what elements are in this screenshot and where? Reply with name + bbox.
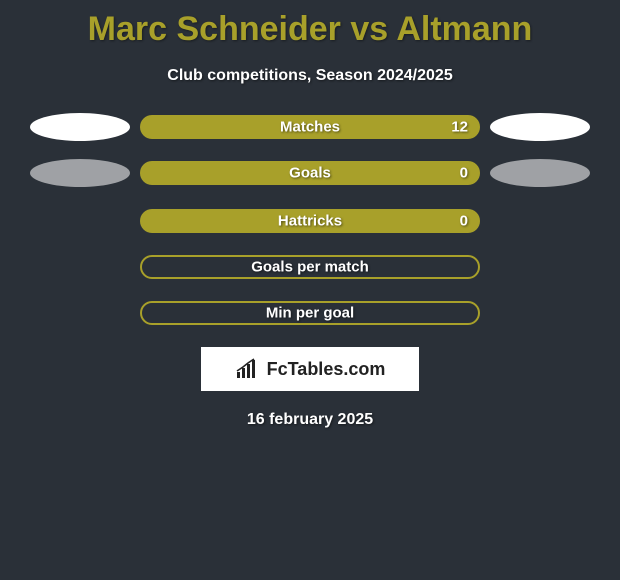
bar-chart-icon <box>235 358 261 380</box>
stat-row-matches: Matches 12 <box>0 113 620 141</box>
right-player-marker <box>490 159 590 187</box>
page-title: Marc Schneider vs Altmann <box>0 0 620 49</box>
stat-label: Matches <box>280 119 340 136</box>
stat-label: Goals per match <box>251 259 369 276</box>
subtitle: Club competitions, Season 2024/2025 <box>0 67 620 85</box>
stat-value: 0 <box>460 213 468 230</box>
stat-bar-goals-per-match: Goals per match <box>140 255 480 279</box>
date-label: 16 february 2025 <box>0 411 620 429</box>
stat-bar-goals: Goals 0 <box>140 161 480 185</box>
stat-value: 12 <box>451 119 468 136</box>
stat-bar-hattricks: Hattricks 0 <box>140 209 480 233</box>
stat-value: 0 <box>460 165 468 182</box>
stat-label: Min per goal <box>266 305 354 322</box>
stat-row-goals: Goals 0 <box>0 159 620 187</box>
stat-label: Goals <box>289 165 331 182</box>
stat-bar-min-per-goal: Min per goal <box>140 301 480 325</box>
stat-bar-matches: Matches 12 <box>140 115 480 139</box>
brand-label: FcTables.com <box>267 359 386 380</box>
stat-label: Hattricks <box>278 213 342 230</box>
left-player-marker <box>30 113 130 141</box>
brand-badge[interactable]: FcTables.com <box>201 347 419 391</box>
right-player-marker <box>490 113 590 141</box>
left-player-marker <box>30 159 130 187</box>
